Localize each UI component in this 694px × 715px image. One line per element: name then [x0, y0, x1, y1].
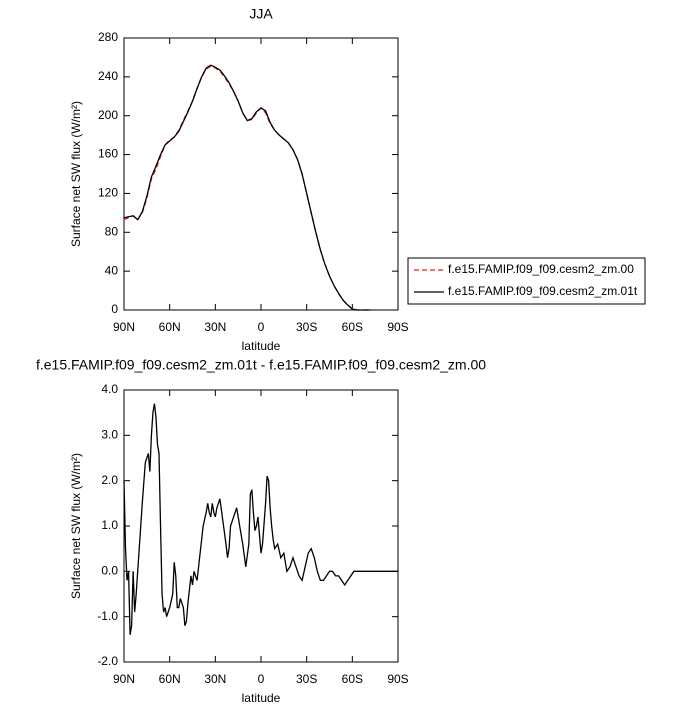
y-tick-label: 120 [98, 186, 118, 200]
chart-title: JJA [249, 6, 273, 22]
x-axis-label: latitude [242, 691, 281, 705]
y-tick-label: 240 [98, 69, 118, 83]
y-tick-label: 0 [111, 302, 118, 316]
x-tick-label: 90N [113, 320, 135, 334]
y-tick-label: 4.0 [101, 382, 118, 396]
y-tick-label: 2.0 [101, 473, 118, 487]
y-tick-label: 160 [98, 147, 118, 161]
y-tick-label: 280 [98, 30, 118, 44]
y-tick-label: 0.0 [101, 564, 118, 578]
x-tick-label: 60S [342, 320, 363, 334]
y-tick-label: -1.0 [97, 609, 118, 623]
plot-frame [123, 389, 399, 663]
series-line [123, 65, 371, 311]
series-line [123, 64, 371, 311]
x-tick-label: 60S [342, 672, 363, 686]
y-axis-label: Surface net SW flux (W/m²) [69, 453, 83, 599]
x-tick-label: 90S [387, 672, 408, 686]
x-tick-label: 60N [159, 320, 181, 334]
y-tick-label: 200 [98, 108, 118, 122]
x-tick-label: 0 [258, 672, 265, 686]
x-tick-label: 30S [296, 672, 317, 686]
x-tick-label: 0 [258, 320, 265, 334]
plot-frame [123, 37, 399, 311]
y-tick-label: 80 [105, 224, 119, 238]
chart-title: f.e15.FAMIP.f09_f09.cesm2_zm.01t - f.e15… [36, 357, 486, 373]
legend-label: f.e15.FAMIP.f09_f09.cesm2_zm.00 [448, 262, 634, 276]
x-axis-label: latitude [242, 339, 281, 353]
legend-box [407, 257, 646, 305]
x-tick-label: 90S [387, 320, 408, 334]
y-tick-label: 3.0 [101, 428, 118, 442]
series-line [123, 403, 398, 635]
legend-label: f.e15.FAMIP.f09_f09.cesm2_zm.01t [448, 284, 638, 298]
x-tick-label: 30N [204, 320, 226, 334]
x-tick-label: 90N [113, 672, 135, 686]
x-tick-label: 30N [204, 672, 226, 686]
x-tick-label: 30S [296, 320, 317, 334]
x-tick-label: 60N [159, 672, 181, 686]
y-tick-label: 40 [105, 263, 119, 277]
y-tick-label: 1.0 [101, 518, 118, 532]
y-axis-label: Surface net SW flux (W/m²) [69, 101, 83, 247]
y-tick-label: -2.0 [97, 654, 118, 668]
